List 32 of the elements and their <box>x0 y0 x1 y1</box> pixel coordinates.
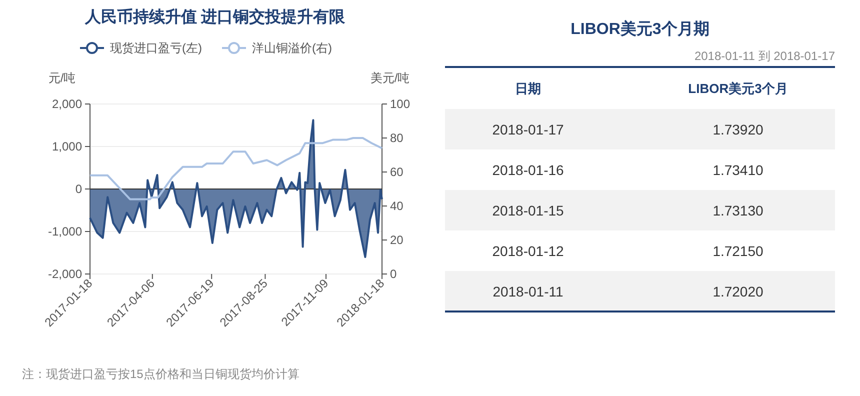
y-axis-title: 元/吨 <box>48 71 76 85</box>
text: 1.73920 <box>712 121 764 138</box>
text: 2018-01-11 到 2018-01-17 <box>694 49 836 63</box>
text: 1.73130 <box>712 202 764 218</box>
y2-tick-label: 100 <box>390 97 410 111</box>
y2-tick-label: 80 <box>390 131 404 145</box>
category-label: 2018-01-12 <box>492 242 564 259</box>
y2-tick-label: 40 <box>390 199 404 213</box>
text: 注：现货进口盈亏按15点价格和当日铜现货均价计算 <box>22 367 300 381</box>
y2-tick-label: 20 <box>390 233 404 247</box>
text: 1.73410 <box>712 162 764 178</box>
text: LIBOR美元3个月 <box>688 81 788 96</box>
chart-title: 人民币持续升值 进口铜交投提升有限 <box>84 7 346 26</box>
y2-axis-title: 美元/吨 <box>370 71 410 85</box>
y-tick-label: -2,000 <box>48 267 82 281</box>
text: 1.72150 <box>712 242 764 259</box>
line-series <box>89 137 383 200</box>
category-label: 2018-01-11 <box>492 283 564 300</box>
text: 1.72020 <box>712 283 764 300</box>
y-tick-label: 0 <box>75 182 82 196</box>
y-tick-label: 2,000 <box>52 97 82 111</box>
text: 日期 <box>515 81 541 96</box>
category-label: 2018-01-15 <box>492 202 564 218</box>
y-tick-label: -1,000 <box>48 224 82 238</box>
y2-tick-label: 60 <box>390 165 404 179</box>
y-tick-label: 1,000 <box>52 140 82 154</box>
text: LIBOR美元3个月期 <box>570 19 710 38</box>
y2-tick-label: 0 <box>390 267 397 281</box>
legend-label: 洋山铜溢价(右) <box>252 41 332 55</box>
category-label: 2018-01-16 <box>492 162 564 178</box>
legend-label: 现货进口盈亏(左) <box>110 41 202 55</box>
category-label: 2018-01-17 <box>492 121 564 138</box>
